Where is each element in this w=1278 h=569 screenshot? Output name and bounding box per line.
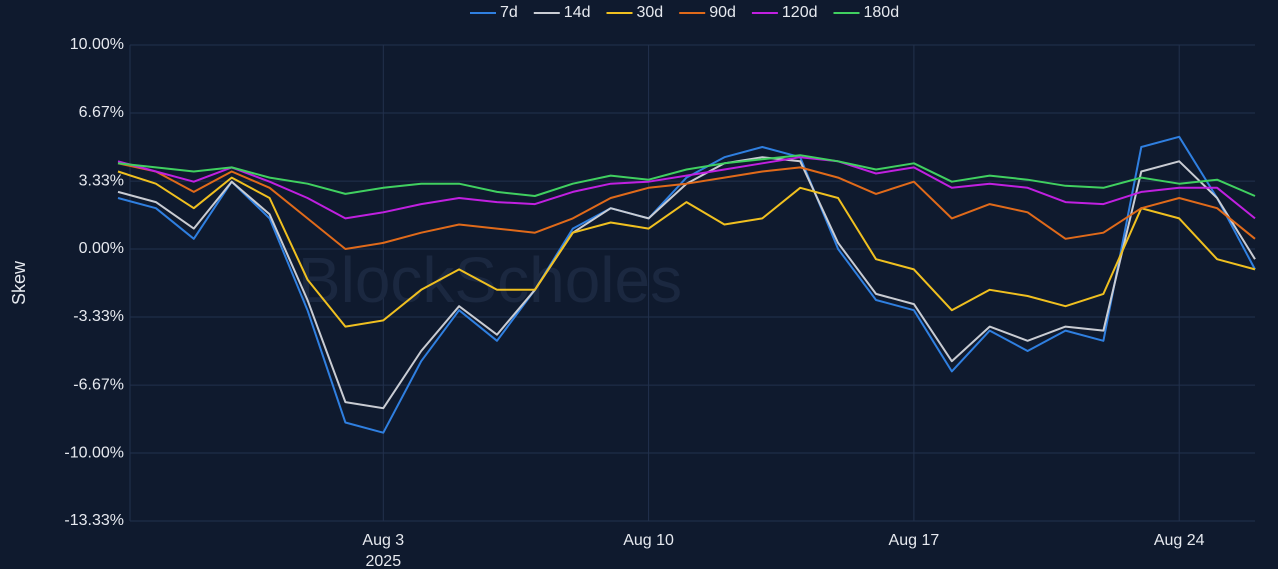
x-tick-label: Aug 17	[889, 532, 940, 549]
legend-label: 14d	[564, 4, 591, 21]
y-tick-label: 10.00%	[70, 36, 124, 53]
legend: 7d 14d 30d 90d 120d 180d	[470, 4, 899, 21]
y-tick-label: -10.00%	[64, 444, 124, 461]
legend-label: 30d	[637, 4, 664, 21]
legend-label: 7d	[500, 4, 518, 21]
legend-label: 180d	[864, 4, 900, 21]
y-tick-label: -6.67%	[73, 376, 124, 393]
y-tick-label: 3.33%	[79, 172, 124, 189]
x-tick-label: Aug 10	[623, 532, 674, 549]
series-line	[117, 170, 1256, 328]
series-line	[117, 162, 1256, 250]
grid	[129, 44, 1255, 522]
y-tick-label: -3.33%	[73, 308, 124, 325]
series-line	[117, 135, 1256, 434]
x-year-label: 2025	[366, 553, 402, 569]
legend-label: 90d	[709, 4, 736, 21]
y-tick-label: 0.00%	[79, 240, 124, 257]
series-line	[117, 154, 1256, 197]
x-tick-label: Aug 3	[362, 532, 404, 549]
series-line	[117, 156, 1256, 410]
x-tick-label: Aug 24	[1154, 532, 1205, 549]
y-tick-label: -13.33%	[64, 512, 124, 529]
legend-label: 120d	[782, 4, 818, 21]
y-tick-label: 6.67%	[79, 104, 124, 121]
y-axis-title: Skew	[9, 260, 29, 305]
watermark: BlockScholes	[298, 244, 682, 316]
series-line	[117, 156, 1256, 220]
